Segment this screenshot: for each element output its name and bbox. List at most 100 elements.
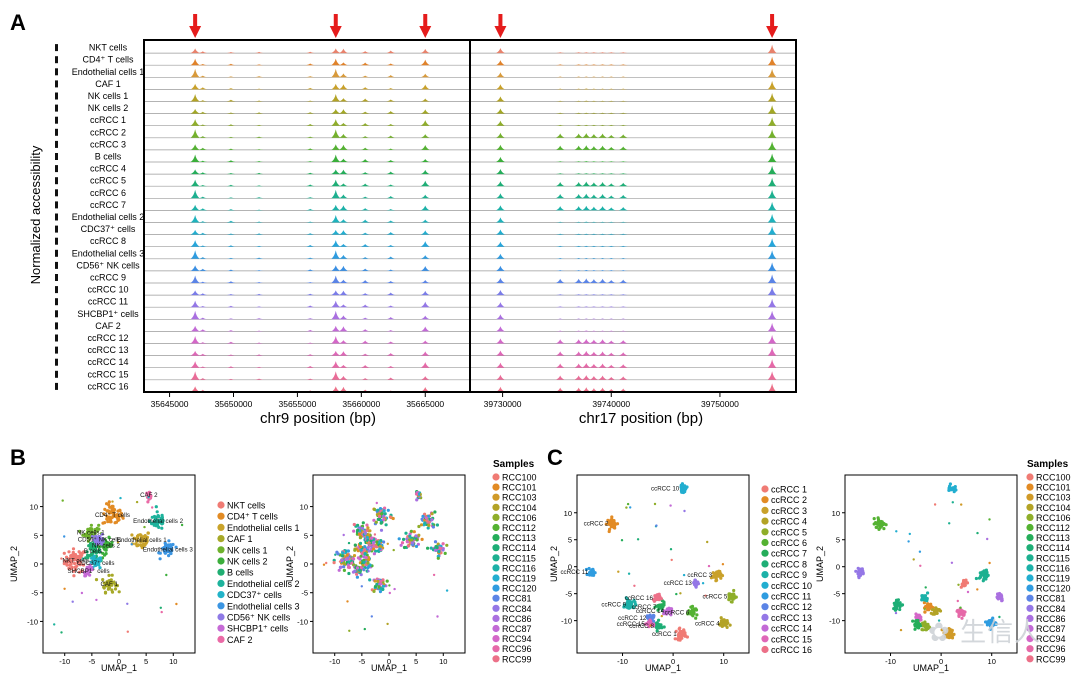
umap-point xyxy=(358,541,363,546)
peak-ccrcc-12 xyxy=(338,340,348,344)
peak-ccrcc-7 xyxy=(495,205,505,211)
umap-point xyxy=(101,578,105,582)
umap-point xyxy=(377,549,381,554)
peak-endothelial-cells-2 xyxy=(581,221,591,223)
peak-cd4-t-cells xyxy=(589,64,599,66)
umap-x-tick-label: -5 xyxy=(359,657,366,666)
peak-ccrcc-14 xyxy=(360,365,370,368)
peak-ccrcc-3 xyxy=(618,146,628,150)
umap-point xyxy=(935,609,939,613)
legend-label-ccrcc-11: ccRCC 11 xyxy=(771,592,811,602)
umap-point xyxy=(377,511,381,516)
umap-point xyxy=(949,628,953,632)
cluster-label-ccrcc-11: ccRCC 11 xyxy=(560,569,588,576)
umap-point xyxy=(358,532,362,536)
track-label-shcbp1-cells: SHCBP1⁺ cells xyxy=(77,309,139,319)
umap-y-tick-label: -5 xyxy=(31,589,38,598)
legend-swatch-ccrcc-4 xyxy=(761,517,769,525)
peak-ccrcc-14 xyxy=(574,363,584,368)
umap-point xyxy=(111,500,114,503)
peak-cd4-t-cells xyxy=(305,63,315,66)
peak-caf-2 xyxy=(618,330,628,332)
umap-point xyxy=(383,506,387,510)
legend-swatch-rcc81 xyxy=(1026,594,1034,602)
cluster-label-ccrcc-2: ccRCC 2 xyxy=(584,521,609,528)
track-label-ccrcc-13: ccRCC 13 xyxy=(87,345,128,355)
umap-point xyxy=(986,537,989,541)
peak-ccrcc-2 xyxy=(598,133,608,138)
peak-ccrcc-1 xyxy=(574,124,584,126)
umap-point xyxy=(372,552,376,556)
umap-point xyxy=(962,610,966,614)
umap-point xyxy=(658,623,662,628)
peak-ccrcc-7 xyxy=(338,205,348,211)
peak-b-cells xyxy=(254,161,264,162)
peak-ccrcc-6 xyxy=(331,189,341,199)
peak-ccrcc-6 xyxy=(420,194,430,199)
umap-point xyxy=(366,526,370,530)
umap-point xyxy=(424,516,428,520)
umap-point xyxy=(337,568,341,572)
umap-point xyxy=(415,498,419,502)
peak-ccrcc-2 xyxy=(767,129,777,138)
umap-point xyxy=(585,572,589,577)
umap-point xyxy=(686,612,690,616)
umap-point xyxy=(90,567,94,572)
peak-ccrcc-8 xyxy=(574,245,584,247)
peak-nk-cells-2 xyxy=(305,112,315,114)
legend-label-rcc87: RCC87 xyxy=(502,624,532,634)
umap-point xyxy=(966,590,970,594)
umap-point xyxy=(379,528,384,532)
peak-cd4-t-cells xyxy=(598,64,608,66)
umap-y-tick-label: 10 xyxy=(30,503,38,512)
umap-point xyxy=(964,578,968,582)
umap-point xyxy=(71,547,76,551)
peak-nk-cells-1 xyxy=(589,100,599,102)
umap-y-tick-label: 10 xyxy=(300,503,308,512)
track-marker-caf-1 xyxy=(55,80,58,88)
peak-ccrcc-9 xyxy=(386,281,396,283)
umap-point xyxy=(959,585,963,589)
umap-point xyxy=(437,549,441,554)
peak-ccrcc-15 xyxy=(574,375,584,380)
peak-ccrcc-11 xyxy=(581,306,591,308)
umap-point xyxy=(374,545,378,549)
umap-point xyxy=(163,546,167,550)
legend-swatch-ccrcc-7 xyxy=(761,549,769,557)
legend-label-rcc114: RCC114 xyxy=(502,543,536,553)
legend-label-rcc104: RCC104 xyxy=(1036,503,1071,513)
peak-cd4-t-cells xyxy=(338,62,348,66)
peak-ccrcc-1 xyxy=(226,124,236,126)
panel-a-ylabel: Normalized accessibility xyxy=(28,145,43,284)
peak-endothelial-cells-3 xyxy=(495,253,505,259)
legend-swatch-ccrcc-12 xyxy=(761,603,769,611)
peak-caf-1 xyxy=(360,87,370,90)
umap-point xyxy=(161,518,165,522)
peak-ccrcc-13 xyxy=(598,351,608,356)
peak-ccrcc-2 xyxy=(589,133,599,138)
peak-ccrcc-10 xyxy=(190,290,200,296)
umap-point xyxy=(626,606,630,610)
umap-point xyxy=(717,574,721,578)
peak-ccrcc-3 xyxy=(226,148,236,150)
track-marker-cd56-nk-cells xyxy=(55,261,58,269)
umap-point xyxy=(948,522,951,525)
umap-x-tick-label: 0 xyxy=(387,657,391,666)
umap-point xyxy=(83,532,87,536)
legend-swatch-rcc101 xyxy=(1026,483,1034,491)
umap-point xyxy=(662,603,666,607)
peak-cd4-t-cells xyxy=(420,59,430,66)
legend-label-rcc86: RCC86 xyxy=(502,614,532,624)
cluster-label-ccrcc-6: ccRCC 6 xyxy=(665,610,690,617)
umap-point xyxy=(622,605,626,609)
umap-point xyxy=(347,560,351,564)
peak-ccrcc-16 xyxy=(574,387,584,392)
umap-point xyxy=(373,507,377,512)
peak-nk-cells-2 xyxy=(190,108,200,114)
umap-point xyxy=(112,511,116,515)
legend-label-rcc106: RCC106 xyxy=(1036,513,1071,523)
umap-point xyxy=(719,576,723,580)
peak-b-cells xyxy=(574,161,584,162)
umap-point xyxy=(679,483,683,487)
